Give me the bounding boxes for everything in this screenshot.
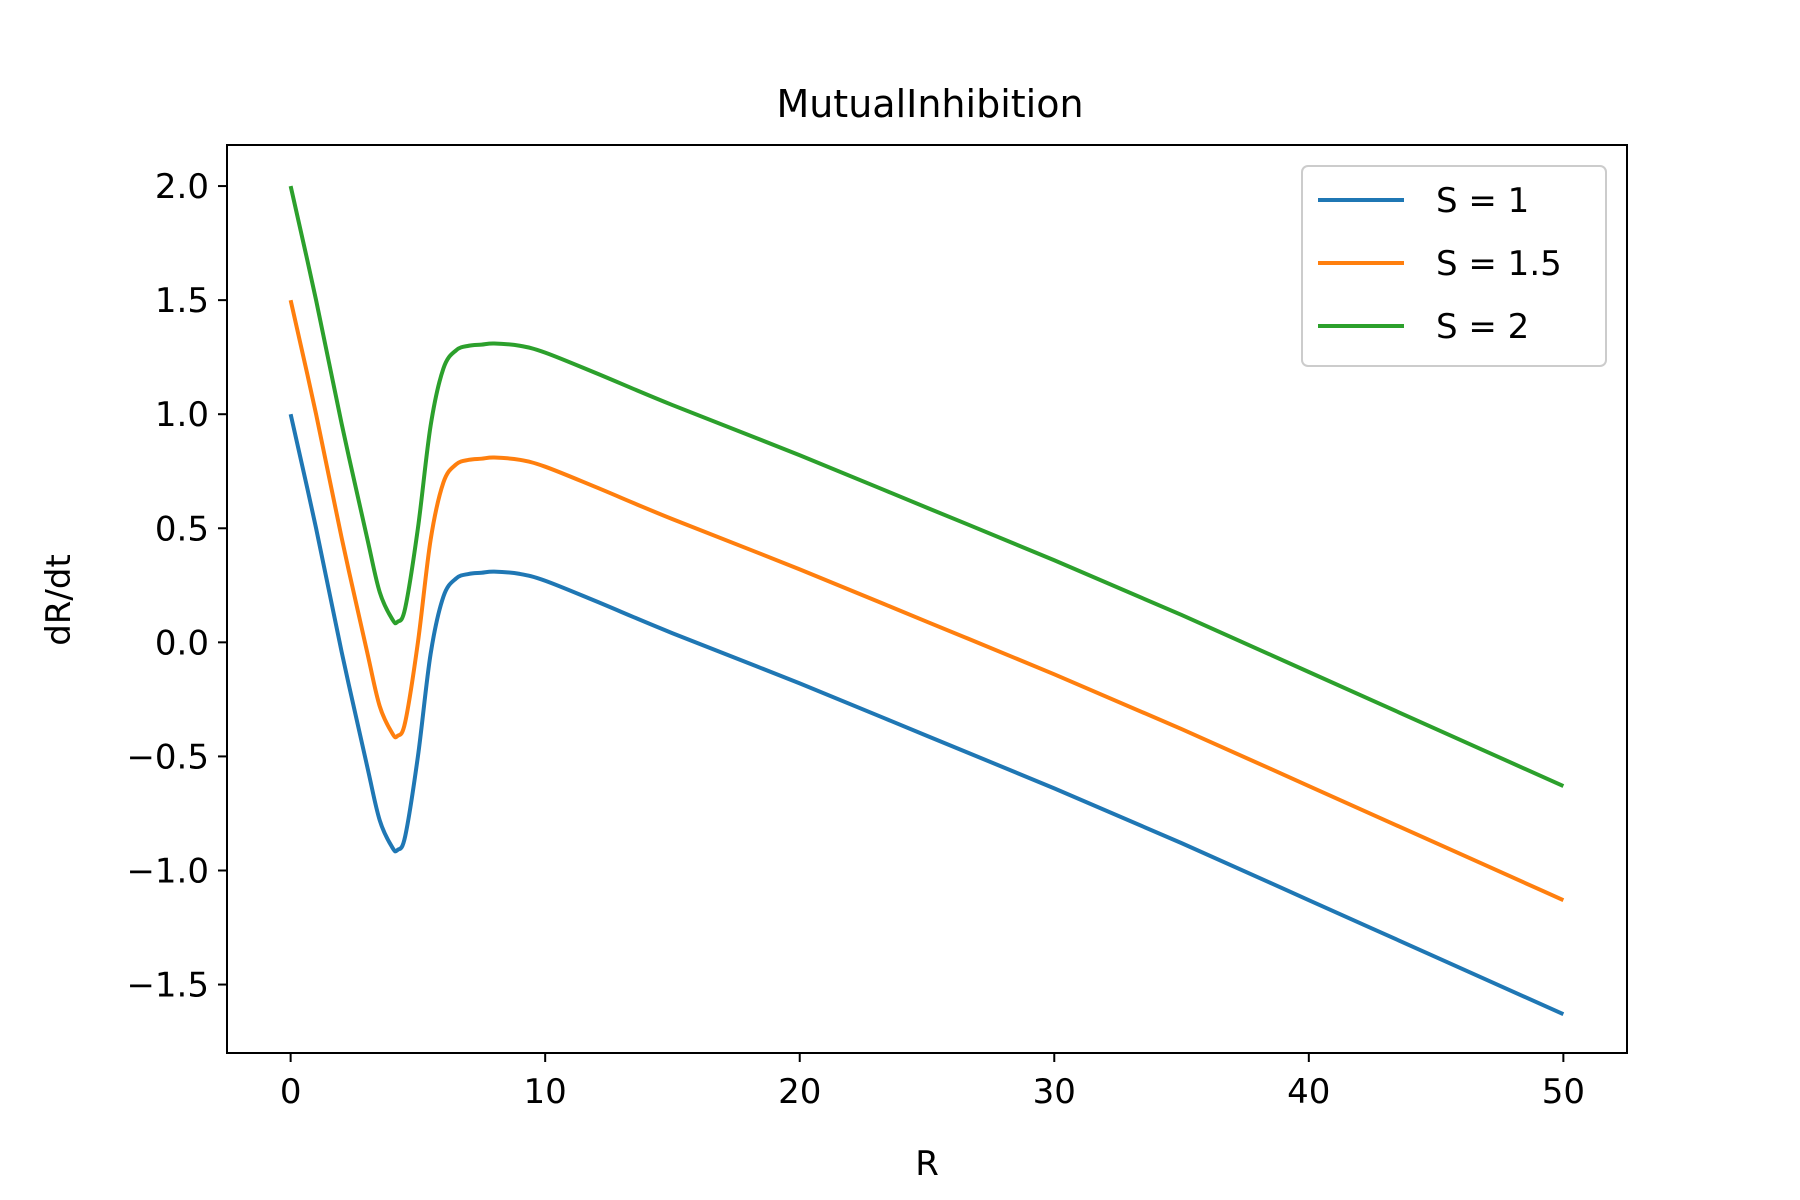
y-axis-label: dR/dt: [39, 554, 79, 646]
legend-box: [1301, 165, 1607, 367]
x-tick-label: 50: [1542, 1072, 1585, 1112]
y-tick-label: 1.5: [155, 281, 209, 321]
x-tick-label: 0: [280, 1072, 302, 1112]
legend-label-1: S = 1: [1436, 181, 1529, 221]
x-tick-label: 10: [524, 1072, 567, 1112]
x-tick-label: 20: [778, 1072, 821, 1112]
legend-label-3: S = 2: [1436, 307, 1529, 347]
series-line-3: [288, 185, 1565, 788]
y-tick-label: −1.0: [126, 851, 209, 891]
legend: S = 1 S = 1.5 S = 2: [1301, 165, 1607, 367]
series-line-2: [288, 299, 1565, 902]
x-tick-label: 30: [1033, 1072, 1076, 1112]
y-tick-label: 1.0: [155, 395, 209, 435]
y-axis-ticks: 2.0 1.5 1.0 0.5 0.0 −0.5 −1.0 −1.5: [126, 167, 227, 1006]
chart-title: MutualInhibition: [776, 82, 1083, 126]
x-tick-label: 40: [1287, 1072, 1330, 1112]
x-axis-ticks: 0 10 20 30 40 50: [280, 1053, 1585, 1112]
x-axis-label: R: [915, 1144, 939, 1184]
series-layer: [288, 185, 1565, 1017]
y-tick-label: 0.0: [155, 623, 209, 663]
legend-entries: S = 1 S = 1.5 S = 2: [1318, 181, 1562, 347]
y-tick-label: 0.5: [155, 509, 209, 549]
y-tick-label: 2.0: [155, 167, 209, 207]
plot-frame: [226, 144, 1628, 1054]
y-tick-label: −0.5: [126, 737, 209, 777]
y-tick-label: −1.5: [126, 966, 209, 1006]
legend-label-2: S = 1.5: [1436, 244, 1562, 284]
series-line-1: [288, 413, 1565, 1017]
